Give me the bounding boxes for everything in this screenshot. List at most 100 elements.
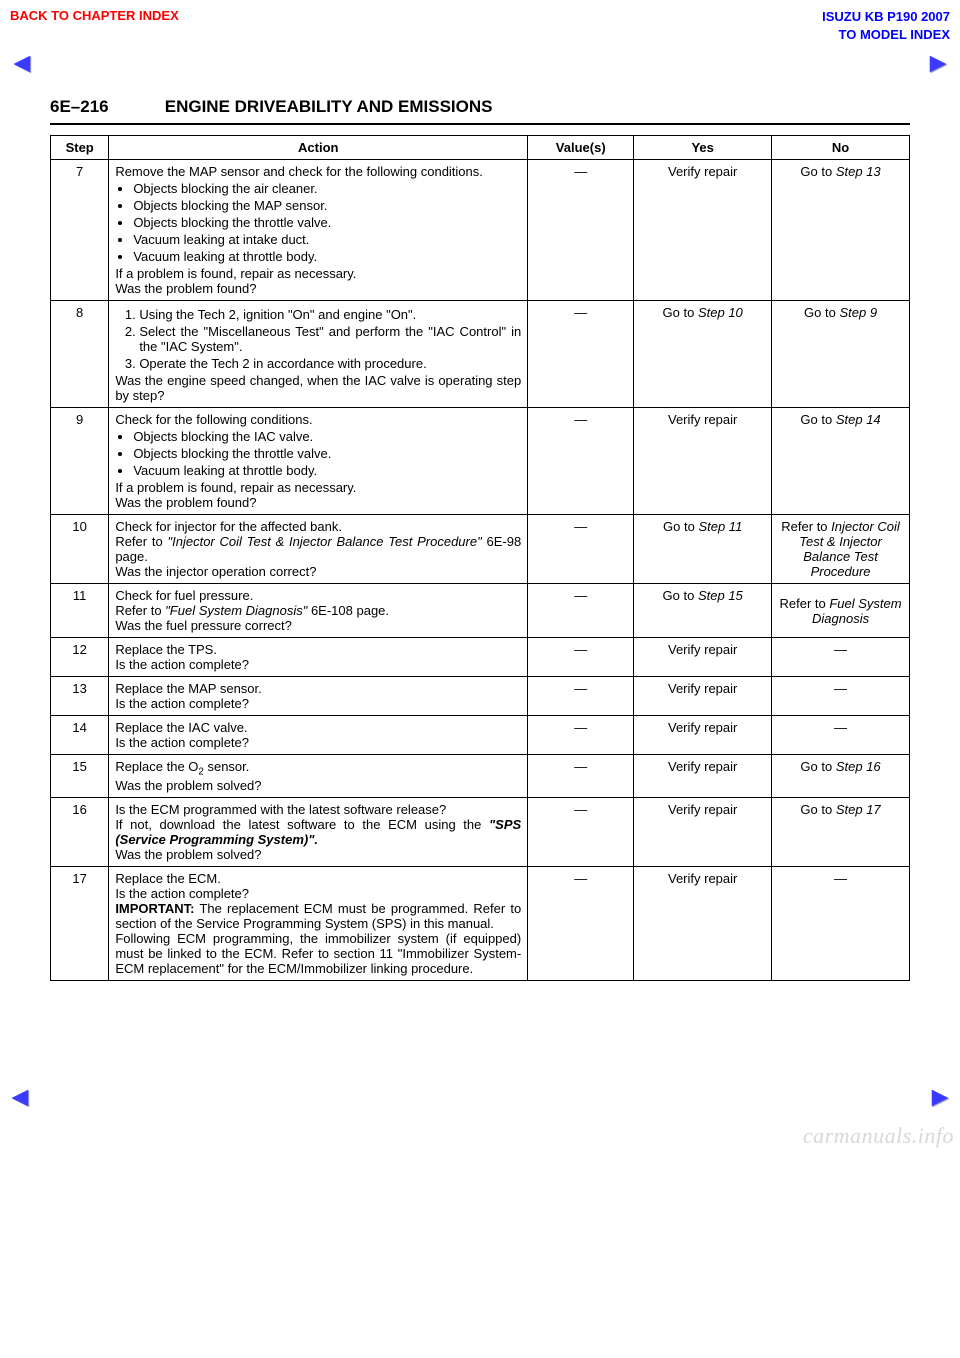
cell-yes: Verify repair — [634, 755, 772, 798]
action-text: Check for injector for the affected bank… — [115, 519, 521, 534]
action-text: If a problem is found, repair as necessa… — [115, 266, 521, 281]
table-row: 9 Check for the following conditions. Ob… — [51, 408, 910, 515]
cell-action: Using the Tech 2, ignition "On" and engi… — [109, 301, 528, 408]
prev-page-arrow-top[interactable]: ◄ — [8, 47, 36, 79]
cell-no: — — [772, 677, 910, 716]
action-text: Replace the MAP sensor. — [115, 681, 521, 696]
cell-yes: Go to Step 10 — [634, 301, 772, 408]
table-row: 14 Replace the IAC valve. Is the action … — [51, 716, 910, 755]
cell-values: — — [528, 638, 634, 677]
cell-no: Go to Step 9 — [772, 301, 910, 408]
cell-values: — — [528, 584, 634, 638]
cell-action: Replace the O2 sensor. Was the problem s… — [109, 755, 528, 798]
cell-no: Go to Step 16 — [772, 755, 910, 798]
cell-step: 8 — [51, 301, 109, 408]
cell-no: Go to Step 13 — [772, 160, 910, 301]
table-row: 16 Is the ECM programmed with the latest… — [51, 797, 910, 866]
table-row: 8 Using the Tech 2, ignition "On" and en… — [51, 301, 910, 408]
cell-step: 15 — [51, 755, 109, 798]
th-no: No — [772, 136, 910, 160]
list-item: Objects blocking the air cleaner. — [133, 181, 521, 196]
cell-action: Remove the MAP sensor and check for the … — [109, 160, 528, 301]
cell-step: 10 — [51, 515, 109, 584]
action-text: IMPORTANT: The replacement ECM must be p… — [115, 901, 521, 931]
cell-yes: Go to Step 15 — [634, 584, 772, 638]
action-text: Was the engine speed changed, when the I… — [115, 373, 521, 403]
cell-no: — — [772, 716, 910, 755]
numbered-list: Using the Tech 2, ignition "On" and engi… — [115, 307, 521, 371]
prev-page-arrow-bottom[interactable]: ◄ — [6, 1081, 34, 1113]
th-action: Action — [109, 136, 528, 160]
watermark-text: carmanuals.info — [803, 1123, 954, 1149]
cell-action: Replace the TPS. Is the action complete? — [109, 638, 528, 677]
page-code: 6E–216 — [50, 97, 160, 117]
table-row: 10 Check for injector for the affected b… — [51, 515, 910, 584]
cell-values: — — [528, 301, 634, 408]
action-text: Refer to "Injector Coil Test & Injector … — [115, 534, 521, 564]
diagnostic-table: Step Action Value(s) Yes No 7 Remove the… — [50, 135, 910, 981]
th-values: Value(s) — [528, 136, 634, 160]
table-row: 13 Replace the MAP sensor. Is the action… — [51, 677, 910, 716]
cell-action: Check for injector for the affected bank… — [109, 515, 528, 584]
cell-no: — — [772, 866, 910, 980]
action-text: Was the problem found? — [115, 281, 521, 296]
cell-no: Go to Step 17 — [772, 797, 910, 866]
cell-no: Go to Step 14 — [772, 408, 910, 515]
list-item: Select the "Miscellaneous Test" and perf… — [139, 324, 521, 354]
back-to-chapter-link[interactable]: BACK TO CHAPTER INDEX — [10, 8, 179, 43]
action-text: Is the action complete? — [115, 657, 521, 672]
action-text: Is the action complete? — [115, 886, 521, 901]
list-item: Operate the Tech 2 in accordance with pr… — [139, 356, 521, 371]
cell-values: — — [528, 797, 634, 866]
cell-yes: Go to Step 11 — [634, 515, 772, 584]
bullet-list: Objects blocking the IAC valve. Objects … — [115, 429, 521, 478]
cell-values: — — [528, 677, 634, 716]
action-text: Is the action complete? — [115, 696, 521, 711]
cell-step: 13 — [51, 677, 109, 716]
cell-action: Replace the ECM. Is the action complete?… — [109, 866, 528, 980]
next-page-arrow-top[interactable]: ► — [924, 47, 952, 79]
action-text: Was the problem found? — [115, 495, 521, 510]
action-text: Check for fuel pressure. — [115, 588, 521, 603]
cell-action: Check for fuel pressure. Refer to "Fuel … — [109, 584, 528, 638]
list-item: Vacuum leaking at intake duct. — [133, 232, 521, 247]
cell-yes: Verify repair — [634, 408, 772, 515]
cell-step: 17 — [51, 866, 109, 980]
list-item: Vacuum leaking at throttle body. — [133, 249, 521, 264]
cell-no: Refer to Fuel System Diagnosis — [772, 584, 910, 638]
cell-yes: Verify repair — [634, 677, 772, 716]
list-item: Objects blocking the throttle valve. — [133, 446, 521, 461]
action-text: Was the problem solved? — [115, 847, 521, 862]
list-item: Objects blocking the throttle valve. — [133, 215, 521, 230]
cell-yes: Verify repair — [634, 638, 772, 677]
action-text: If not, download the latest software to … — [115, 817, 521, 847]
table-header-row: Step Action Value(s) Yes No — [51, 136, 910, 160]
page-title: ENGINE DRIVEABILITY AND EMISSIONS — [165, 97, 493, 116]
page-header: 6E–216 ENGINE DRIVEABILITY AND EMISSIONS — [50, 93, 910, 125]
cell-action: Replace the MAP sensor. Is the action co… — [109, 677, 528, 716]
list-item: Objects blocking the IAC valve. — [133, 429, 521, 444]
action-text: Was the injector operation correct? — [115, 564, 521, 579]
cell-step: 16 — [51, 797, 109, 866]
table-row: 17 Replace the ECM. Is the action comple… — [51, 866, 910, 980]
model-index-link[interactable]: TO MODEL INDEX — [822, 26, 950, 44]
list-item: Objects blocking the MAP sensor. — [133, 198, 521, 213]
cell-action: Is the ECM programmed with the latest so… — [109, 797, 528, 866]
next-page-arrow-bottom[interactable]: ► — [926, 1081, 954, 1113]
cell-values: — — [528, 866, 634, 980]
cell-no: Refer to Injector Coil Test & Injector B… — [772, 515, 910, 584]
action-text: Replace the O2 sensor. — [115, 759, 521, 778]
table-row: 12 Replace the TPS. Is the action comple… — [51, 638, 910, 677]
table-row: 15 Replace the O2 sensor. Was the proble… — [51, 755, 910, 798]
cell-step: 12 — [51, 638, 109, 677]
cell-values: — — [528, 408, 634, 515]
cell-values: — — [528, 716, 634, 755]
cell-yes: Verify repair — [634, 866, 772, 980]
cell-values: — — [528, 515, 634, 584]
table-row: 7 Remove the MAP sensor and check for th… — [51, 160, 910, 301]
model-link[interactable]: ISUZU KB P190 2007 — [822, 8, 950, 26]
cell-action: Check for the following conditions. Obje… — [109, 408, 528, 515]
action-text: Remove the MAP sensor and check for the … — [115, 164, 521, 179]
action-text: Replace the TPS. — [115, 642, 521, 657]
cell-no: — — [772, 638, 910, 677]
